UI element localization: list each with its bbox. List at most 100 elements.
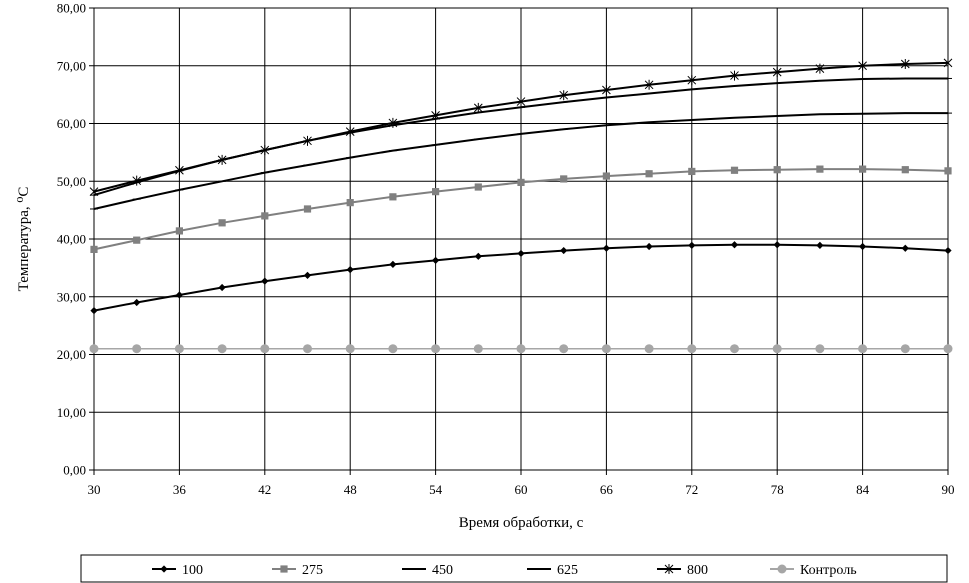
- legend-item: 450: [402, 563, 453, 578]
- data-point: [389, 260, 397, 269]
- data-point: [602, 244, 610, 252]
- data-point: [859, 242, 867, 251]
- data-point: [345, 126, 355, 137]
- data-point: [644, 79, 654, 90]
- data-point: [730, 70, 739, 81]
- series-Контроль: [89, 344, 953, 354]
- y-tick-label: 40,00: [57, 232, 86, 247]
- series-layer: [89, 57, 953, 354]
- data-point: [560, 246, 568, 255]
- data-point: [517, 178, 525, 187]
- data-point: [815, 63, 825, 74]
- data-point: [559, 90, 569, 101]
- data-point: [901, 244, 909, 252]
- legend-swatch-marker: [160, 565, 168, 573]
- data-point: [132, 344, 142, 354]
- data-point: [218, 219, 226, 227]
- data-point: [773, 241, 781, 249]
- data-point: [516, 344, 526, 354]
- x-axis-title: Время обработки, с: [459, 515, 584, 531]
- x-axis-ticks: 30 36 42 48 54 60 66 72 78 84 90: [88, 470, 955, 497]
- data-point: [601, 344, 611, 354]
- y-tick-label: 30,00: [57, 289, 86, 304]
- x-tick-label: 90: [942, 482, 955, 497]
- data-point: [516, 96, 526, 107]
- data-point: [346, 199, 354, 207]
- legend-item: 800: [657, 563, 708, 578]
- data-point: [944, 246, 952, 255]
- x-tick-label: 48: [344, 482, 357, 497]
- data-point: [602, 172, 610, 180]
- x-tick-label: 78: [771, 482, 784, 497]
- data-point: [474, 183, 482, 191]
- data-point: [388, 117, 398, 128]
- data-point: [389, 193, 397, 201]
- data-point: [687, 75, 697, 86]
- data-point: [133, 236, 141, 244]
- data-point: [303, 344, 312, 354]
- y-tick-label: 10,00: [57, 405, 86, 420]
- x-tick-label: 30: [88, 482, 101, 497]
- legend-label: 450: [432, 563, 453, 578]
- y-tick-label: 50,00: [57, 174, 86, 189]
- legend-item: 100: [152, 563, 203, 578]
- data-point: [772, 67, 782, 78]
- data-point: [174, 344, 184, 354]
- data-point: [175, 227, 183, 235]
- data-point: [261, 277, 269, 285]
- legend-items: 100 275 450 625 800 Контроль: [152, 563, 857, 578]
- data-point: [773, 166, 781, 174]
- data-point: [90, 307, 98, 315]
- y-axis-ticks: 0,00 10,00 20,00 30,00 40,00 50,00 60,00 70,00 8…: [57, 1, 94, 478]
- data-point: [473, 344, 483, 354]
- series-800: [89, 57, 953, 197]
- data-point: [431, 344, 441, 354]
- x-tick-label: 54: [429, 482, 443, 497]
- data-point: [261, 212, 269, 220]
- legend-label: Контроль: [800, 563, 857, 578]
- data-point: [303, 205, 312, 213]
- data-point: [858, 344, 868, 354]
- data-point: [816, 165, 824, 173]
- data-point: [432, 256, 440, 264]
- data-point: [944, 167, 952, 175]
- data-point: [602, 85, 611, 96]
- legend-label: 100: [182, 563, 203, 578]
- y-tick-label: 20,00: [57, 347, 86, 362]
- legend-item: Контроль: [770, 563, 857, 578]
- data-point: [688, 167, 696, 176]
- data-point: [388, 344, 398, 354]
- data-point: [901, 166, 909, 174]
- x-tick-label: 66: [600, 482, 614, 497]
- data-point: [217, 344, 227, 354]
- y-tick-label: 60,00: [57, 116, 86, 131]
- data-point: [559, 344, 569, 354]
- data-point: [816, 241, 824, 249]
- data-point: [175, 291, 183, 299]
- x-tick-label: 72: [685, 482, 698, 497]
- data-point: [346, 266, 354, 274]
- data-point: [474, 252, 482, 260]
- data-point: [517, 249, 525, 258]
- y-tick-label: 80,00: [57, 1, 86, 16]
- data-point: [943, 57, 953, 68]
- x-tick-label: 60: [515, 482, 528, 497]
- legend-label: 625: [557, 563, 578, 578]
- y-tick-label: 70,00: [57, 58, 86, 73]
- legend-swatch-marker: [777, 564, 787, 574]
- legend-item: 625: [527, 563, 578, 578]
- data-point: [175, 165, 184, 176]
- series-100: [90, 241, 952, 315]
- data-point: [730, 241, 739, 249]
- data-point: [303, 135, 312, 146]
- legend: [80, 554, 948, 583]
- data-point: [943, 344, 953, 354]
- data-point: [218, 283, 226, 292]
- legend-item: 275: [272, 563, 323, 578]
- x-tick-label: 36: [173, 482, 187, 497]
- series-275: [90, 165, 952, 253]
- data-point: [303, 271, 312, 279]
- data-point: [688, 241, 696, 249]
- data-point: [473, 102, 483, 113]
